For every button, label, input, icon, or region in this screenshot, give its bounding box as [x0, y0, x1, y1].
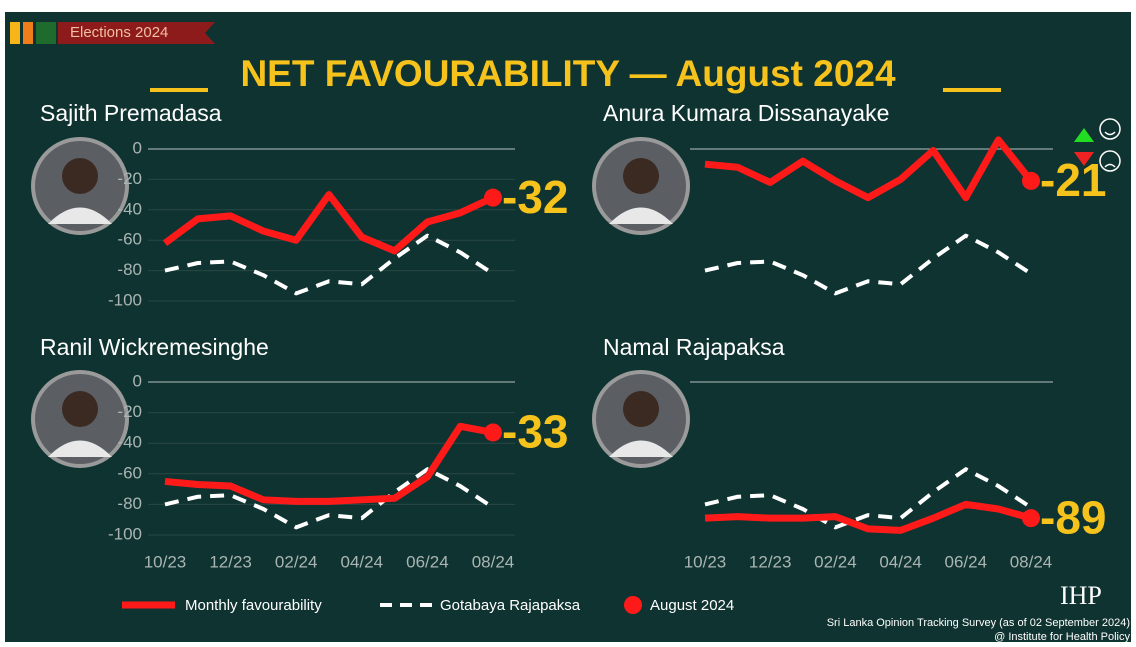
x-tick-label: 10/23	[144, 552, 187, 571]
y-tick-label: -80	[117, 494, 142, 513]
photo-head	[623, 391, 659, 427]
infographic: Elections 2024 NET FAVOURABILITY — Augus…	[0, 0, 1136, 647]
legend-label: Monthly favourability	[185, 597, 322, 614]
panel-title: Ranil Wickremesinghe	[40, 334, 269, 360]
y-tick-label: -100	[108, 524, 142, 543]
y-tick-label: 0	[133, 138, 142, 157]
x-tick-label: 06/24	[945, 552, 988, 571]
august-marker	[484, 423, 502, 441]
x-tick-label: 02/24	[814, 552, 857, 571]
value-label: -89	[1040, 491, 1106, 543]
august-marker	[1022, 509, 1040, 527]
y-tick-label: -40	[117, 199, 142, 218]
value-label: -33	[502, 406, 568, 458]
value-label: -21	[1040, 154, 1106, 206]
y-tick-label: 0	[133, 371, 142, 390]
x-tick-label: 12/23	[749, 552, 792, 571]
y-tick-label: -60	[117, 463, 142, 482]
source: Sri Lanka Opinion Tracking Survey (as of…	[827, 617, 1130, 629]
flag-stripe	[36, 22, 56, 44]
legend-label: August 2024	[650, 597, 734, 614]
badge: Elections 2024	[70, 24, 168, 41]
y-tick-label: -80	[117, 260, 142, 279]
x-tick-label: 08/24	[472, 552, 515, 571]
flag-stripe	[10, 22, 20, 44]
x-tick-label: 12/23	[209, 552, 252, 571]
y-tick-label: -40	[117, 433, 142, 452]
x-tick-label: 04/24	[341, 552, 384, 571]
x-tick-label: 06/24	[406, 552, 449, 571]
photo-head	[62, 391, 98, 427]
x-tick-label: 02/24	[275, 552, 318, 571]
photo-head	[62, 158, 98, 194]
legend-swatch	[624, 596, 642, 614]
value-label: -32	[502, 171, 568, 223]
panel-title: Namal Rajapaksa	[603, 334, 785, 360]
legend-label: Gotabaya Rajapaksa	[440, 597, 581, 614]
panel-title: Anura Kumara Dissanayake	[603, 100, 889, 126]
source: @ Institute for Health Policy	[994, 631, 1130, 643]
photo-head	[623, 158, 659, 194]
x-tick-label: 10/23	[684, 552, 727, 571]
august-marker	[484, 189, 502, 207]
august-marker	[1022, 172, 1040, 190]
flag-stripe	[23, 22, 33, 44]
y-tick-label: -60	[117, 230, 142, 249]
y-tick-label: -20	[117, 169, 142, 188]
panel-title: Sajith Premadasa	[40, 100, 222, 126]
y-tick-label: -20	[117, 402, 142, 421]
y-tick-label: -100	[108, 290, 142, 309]
logo: IHP	[1060, 581, 1102, 610]
x-tick-label: 04/24	[879, 552, 922, 571]
x-tick-label: 08/24	[1010, 552, 1053, 571]
main-title: NET FAVOURABILITY — August 2024	[240, 53, 896, 94]
